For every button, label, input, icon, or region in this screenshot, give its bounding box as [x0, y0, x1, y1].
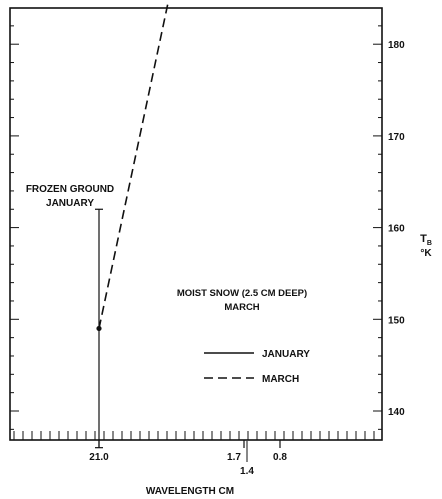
- y-tick-label: 150: [388, 315, 405, 326]
- y-tick-label: 170: [388, 132, 405, 143]
- annotation-frozen-line2: JANUARY: [46, 198, 94, 209]
- annotation-moist-line1: MOIST SNOW (2.5 CM DEEP): [177, 288, 307, 299]
- x-tick-label-21: 21.0: [89, 452, 109, 463]
- y-tick-label: 180: [388, 40, 405, 51]
- y-axis-title-symbol: T: [420, 233, 427, 245]
- y-axis-title: TB: [420, 233, 432, 247]
- y-axis-unit: °K: [420, 248, 432, 259]
- x-tick-label-1-7: 1.7: [227, 452, 241, 463]
- plot-frame: [9, 7, 383, 441]
- y-tick-label: 140: [388, 407, 405, 418]
- x-tick-label-0-8: 0.8: [273, 452, 287, 463]
- annotation-frozen-line1: FROZEN GROUND: [26, 184, 114, 195]
- y-axis-ticks: 140150160170180190200210220230240250260: [10, 25, 405, 430]
- y-axis-title-subscript: B: [427, 240, 432, 247]
- legend-label-january: JANUARY: [262, 349, 310, 360]
- annotation-moist-line2: MARCH: [224, 302, 259, 313]
- chart-marks: [95, 0, 170, 449]
- data-point-march: [96, 325, 102, 332]
- series-line-march: [98, 0, 170, 329]
- legend: JANUARY MARCH: [204, 349, 310, 385]
- x-axis-minor-ticks: [13, 431, 375, 440]
- legend-label-march: MARCH: [262, 374, 299, 385]
- x-axis-major-ticks: [98, 440, 281, 448]
- x-tick-label-1-4: 1.4: [240, 466, 254, 477]
- y-tick-label: 160: [388, 224, 405, 235]
- x-axis-title: WAVELENGTH CM: [146, 486, 234, 497]
